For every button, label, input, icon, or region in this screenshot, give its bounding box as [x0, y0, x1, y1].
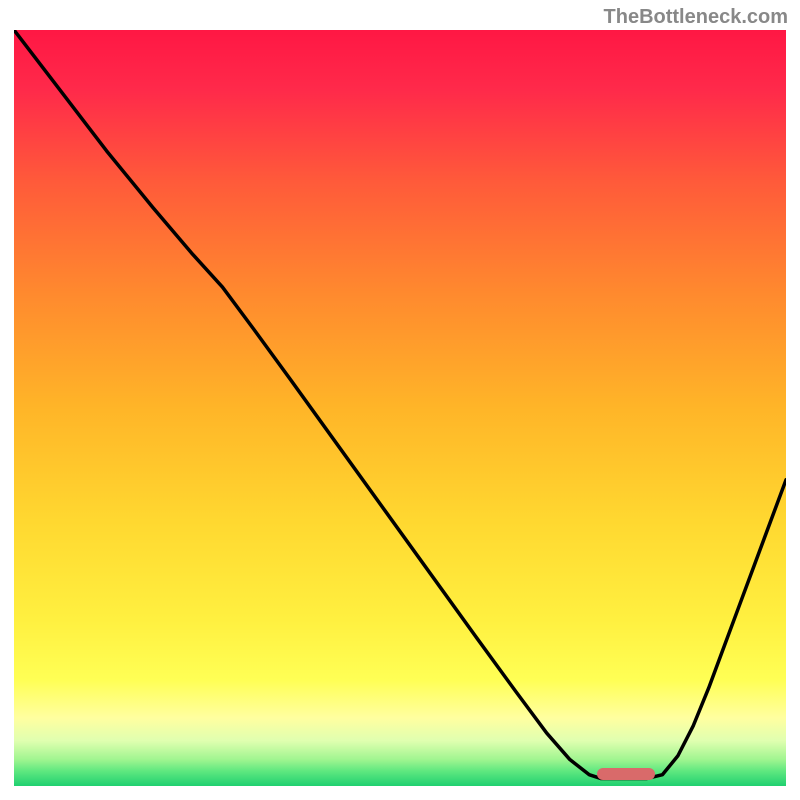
attribution-text: TheBottleneck.com — [604, 6, 788, 29]
optimal-marker — [597, 768, 655, 779]
chart-area — [14, 30, 786, 786]
curve-line — [14, 30, 786, 786]
